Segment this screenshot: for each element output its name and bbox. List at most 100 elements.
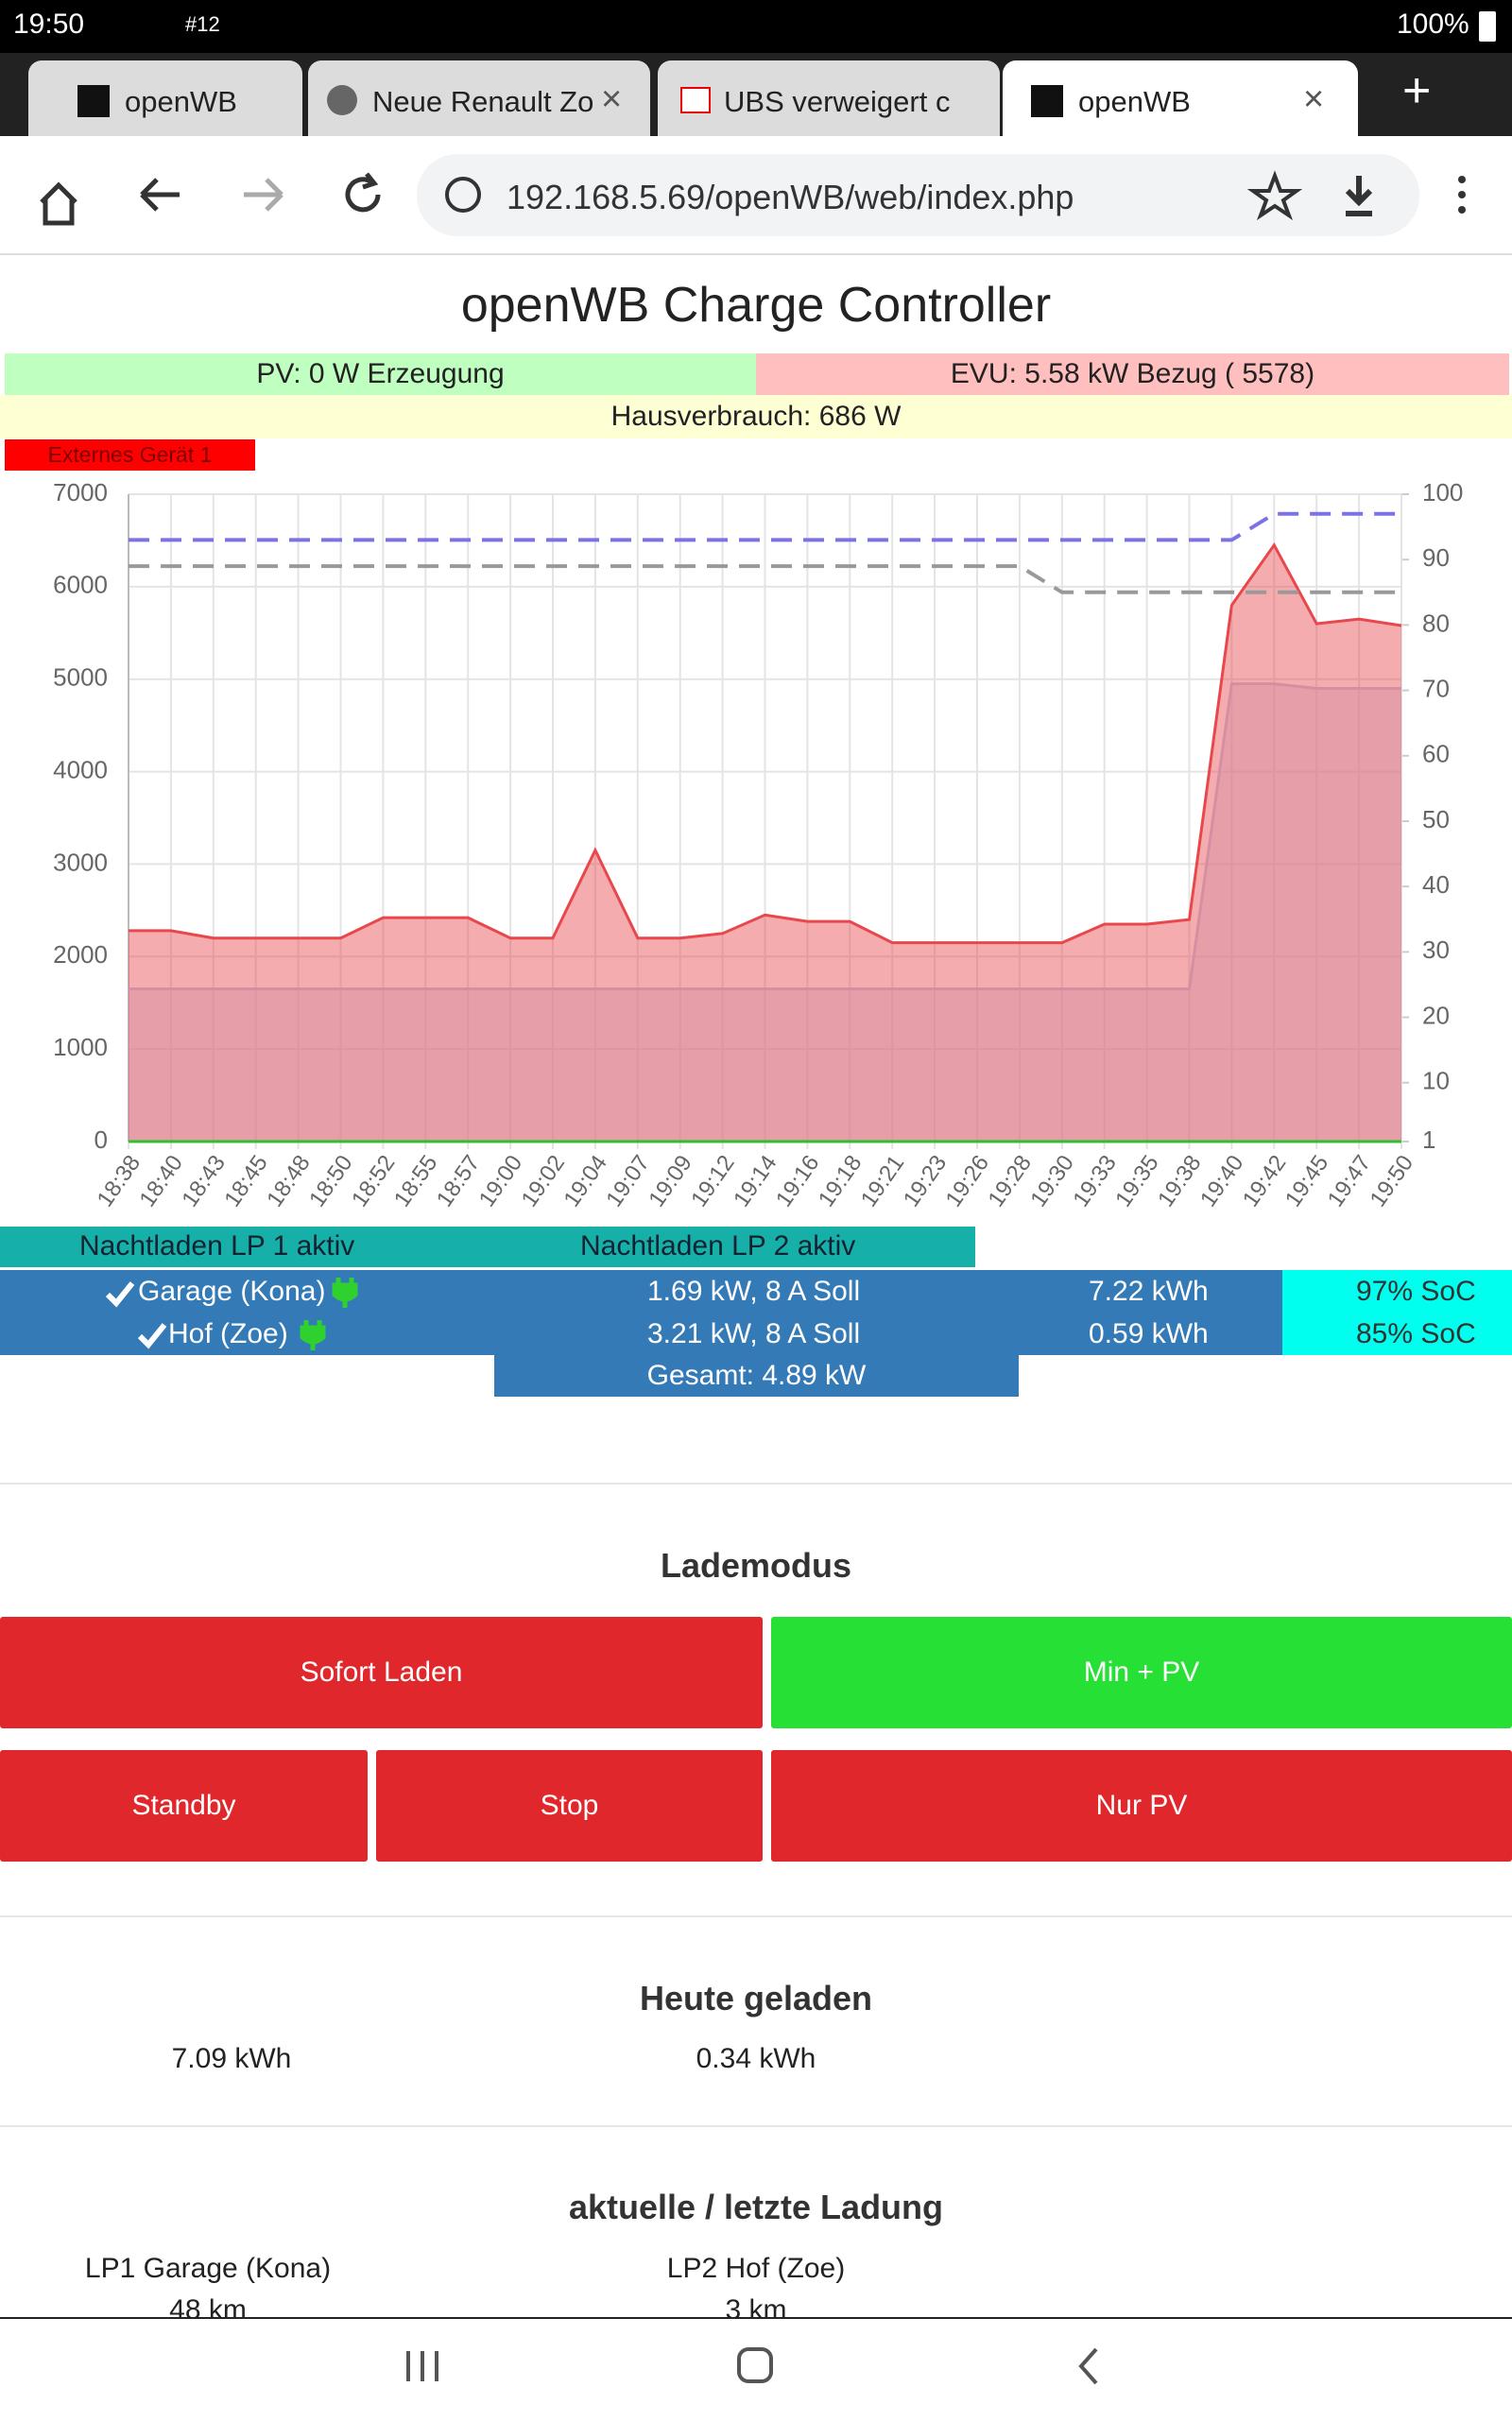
y-tick-label: 0 xyxy=(94,1125,108,1154)
reload-icon[interactable] xyxy=(345,172,381,213)
address-pill[interactable] xyxy=(417,154,1419,236)
y-tick-label: 5000 xyxy=(53,663,108,692)
y2-tick-label: 100 xyxy=(1422,478,1463,507)
divider xyxy=(0,1483,1512,1485)
x-tick-label: 19:16 xyxy=(771,1151,825,1212)
tab-title: openWB xyxy=(125,85,237,118)
url[interactable]: 192.168.5.69/openWB/web/index.php xyxy=(507,178,1074,216)
y2-tick-label: 50 xyxy=(1422,805,1450,833)
tab-active[interactable]: openWB × xyxy=(1003,60,1358,136)
x-tick-label: 19:33 xyxy=(1068,1151,1122,1212)
star-icon[interactable] xyxy=(1246,170,1303,221)
download-icon[interactable] xyxy=(1345,176,1373,216)
tab-title: UBS verweigert c xyxy=(724,85,951,118)
tab[interactable]: openWB xyxy=(28,60,302,136)
recents-button[interactable] xyxy=(406,2351,438,2381)
y-tick-label: 3000 xyxy=(53,848,108,876)
last-title: aktuelle / letzte Ladung xyxy=(568,2188,944,2226)
toolbar-icons xyxy=(40,154,1466,236)
today-value: 7.09 kWh xyxy=(171,2043,292,2074)
x-tick-label: 18:45 xyxy=(219,1151,273,1212)
mode-button[interactable]: Standby xyxy=(0,1750,368,1862)
nav-bar xyxy=(0,2317,1512,2419)
lp-soc: 97% SoC xyxy=(1356,1276,1476,1307)
y2-tick-label: 40 xyxy=(1422,870,1450,899)
status-bar: 19:50 #12 100% xyxy=(0,0,1512,53)
x-tick-label: 18:50 xyxy=(304,1151,358,1212)
x-tick-label: 18:38 xyxy=(93,1151,146,1212)
series-line xyxy=(129,564,1401,594)
new-tab[interactable]: + xyxy=(1402,63,1432,118)
x-tick-label: 19:18 xyxy=(814,1151,868,1212)
x-tick-label: 19:38 xyxy=(1153,1151,1207,1212)
x-tick-label: 18:40 xyxy=(134,1151,188,1212)
check-icon xyxy=(137,1323,167,1349)
y2-tick-label: 30 xyxy=(1422,936,1450,964)
back-icon[interactable] xyxy=(140,178,180,212)
tab[interactable]: Neue Renault Zo × xyxy=(308,60,650,136)
back-button[interactable] xyxy=(1078,2347,1098,2385)
night-lp2: Nachtladen LP 2 aktiv xyxy=(580,1230,856,1262)
y2-tick-label: 1 xyxy=(1422,1125,1435,1154)
soc-column: 97% SoC 85% SoC xyxy=(1282,1270,1512,1355)
tab[interactable]: UBS verweigert c xyxy=(658,60,1000,136)
y2-tick-label: 70 xyxy=(1422,674,1450,702)
page-title: openWB Charge Controller xyxy=(460,278,1052,333)
y2-tick-label: 60 xyxy=(1422,740,1450,768)
x-tick-label: 19:14 xyxy=(729,1151,782,1212)
favicon xyxy=(680,87,711,113)
x-tick-label: 19:02 xyxy=(517,1151,571,1212)
x-tick-label: 19:21 xyxy=(856,1151,910,1212)
home-button[interactable] xyxy=(737,2347,773,2383)
clock: 19:50 xyxy=(13,9,85,40)
x-tick-label: 18:57 xyxy=(432,1151,486,1212)
icons xyxy=(40,172,381,226)
forward-icon[interactable] xyxy=(244,178,284,212)
tab-close[interactable]: × xyxy=(601,79,623,119)
x-tick-label: 19:23 xyxy=(899,1151,953,1212)
x-tick-label: 19:26 xyxy=(941,1151,995,1212)
nav-icons xyxy=(406,2347,1098,2385)
favicon xyxy=(77,85,110,117)
lp-power: 3.21 kW, 8 A Soll xyxy=(647,1318,861,1349)
info-icon[interactable] xyxy=(445,177,481,213)
x-tick-label: 19:42 xyxy=(1238,1151,1292,1212)
mode-button[interactable]: Stop xyxy=(376,1750,763,1862)
plug-icon xyxy=(332,1278,358,1308)
x-tick-label: 19:35 xyxy=(1110,1151,1164,1212)
x-tick-label: 19:30 xyxy=(1025,1151,1079,1212)
y2-tick-label: 10 xyxy=(1422,1067,1450,1095)
mode-button[interactable]: Min + PV xyxy=(771,1617,1512,1728)
lp-soc: 85% SoC xyxy=(1356,1318,1476,1349)
evu-status: EVU: 5.58 kW Bezug ( 5578) xyxy=(756,353,1509,395)
house-status: Hausverbrauch: 686 W xyxy=(0,395,1512,438)
favicon xyxy=(1031,85,1063,117)
battery-icon xyxy=(1479,11,1496,42)
menu-icon[interactable] xyxy=(1458,176,1466,214)
mode-button[interactable]: Sofort Laden xyxy=(0,1617,763,1728)
y2-tick-label: 20 xyxy=(1422,1001,1450,1029)
series-area xyxy=(129,683,1401,1142)
lp-name: Garage (Kona) xyxy=(138,1276,326,1307)
badge: #12 xyxy=(185,12,220,36)
x-tick-label: 19:09 xyxy=(644,1151,697,1212)
home-icon[interactable] xyxy=(40,181,77,226)
tab-close[interactable]: × xyxy=(1303,79,1325,119)
device-legend[interactable]: Externes Gerät 1 xyxy=(5,439,255,471)
x-tick-label: 19:07 xyxy=(601,1151,655,1212)
night-bar: Nachtladen LP 1 aktiv Nachtladen LP 2 ak… xyxy=(0,1227,975,1267)
last-name: LP1 Garage (Kona) xyxy=(84,2253,332,2284)
series-area xyxy=(129,544,1401,1142)
y-tick-label: 4000 xyxy=(53,755,108,783)
x-tick-label: 19:28 xyxy=(983,1151,1037,1212)
today-value: 0.34 kWh xyxy=(696,2043,816,2074)
x-tick-label: 19:47 xyxy=(1323,1151,1377,1212)
series-line xyxy=(129,511,1401,542)
mode-button[interactable]: Nur PV xyxy=(771,1750,1512,1862)
y2-tick-label: 90 xyxy=(1422,543,1450,572)
x-tick-label: 18:55 xyxy=(389,1151,443,1212)
lp-energy: 0.59 kWh xyxy=(1089,1318,1209,1349)
x-tick-label: 19:12 xyxy=(686,1151,740,1212)
